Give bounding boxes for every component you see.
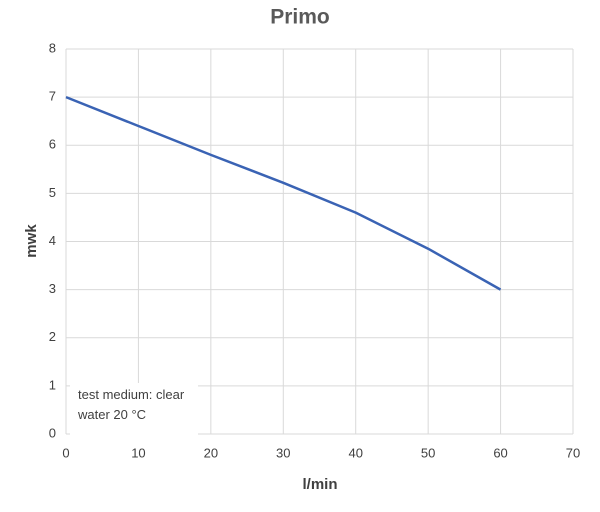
x-tick-label: 0 (62, 445, 69, 460)
x-tick-label: 50 (421, 445, 435, 460)
data-line (65, 95, 502, 291)
x-tick-label: 30 (276, 445, 290, 460)
grid (65, 48, 574, 435)
chart-title: Primo (270, 6, 330, 29)
annotation: test medium: clear water 20 °C (70, 383, 198, 445)
y-tick-label: 7 (49, 89, 56, 104)
y-tick-label: 6 (49, 137, 56, 152)
x-tick-label: 10 (131, 445, 145, 460)
y-tick-label: 8 (49, 40, 56, 55)
y-tick-label: 5 (49, 185, 56, 200)
y-tick-label: 0 (49, 425, 56, 440)
x-tick-label: 60 (493, 445, 507, 460)
x-tick-label: 70 (566, 445, 580, 460)
x-tick-label: 40 (348, 445, 362, 460)
y-tick-label: 3 (49, 281, 56, 296)
y-tick-label: 4 (49, 233, 56, 248)
x-axis-label: l/min (302, 476, 337, 493)
y-tick-label: 1 (49, 377, 56, 392)
y-tick-label: 2 (49, 329, 56, 344)
y-axis-label: mwk (23, 224, 40, 258)
x-tick-label: 20 (204, 445, 218, 460)
